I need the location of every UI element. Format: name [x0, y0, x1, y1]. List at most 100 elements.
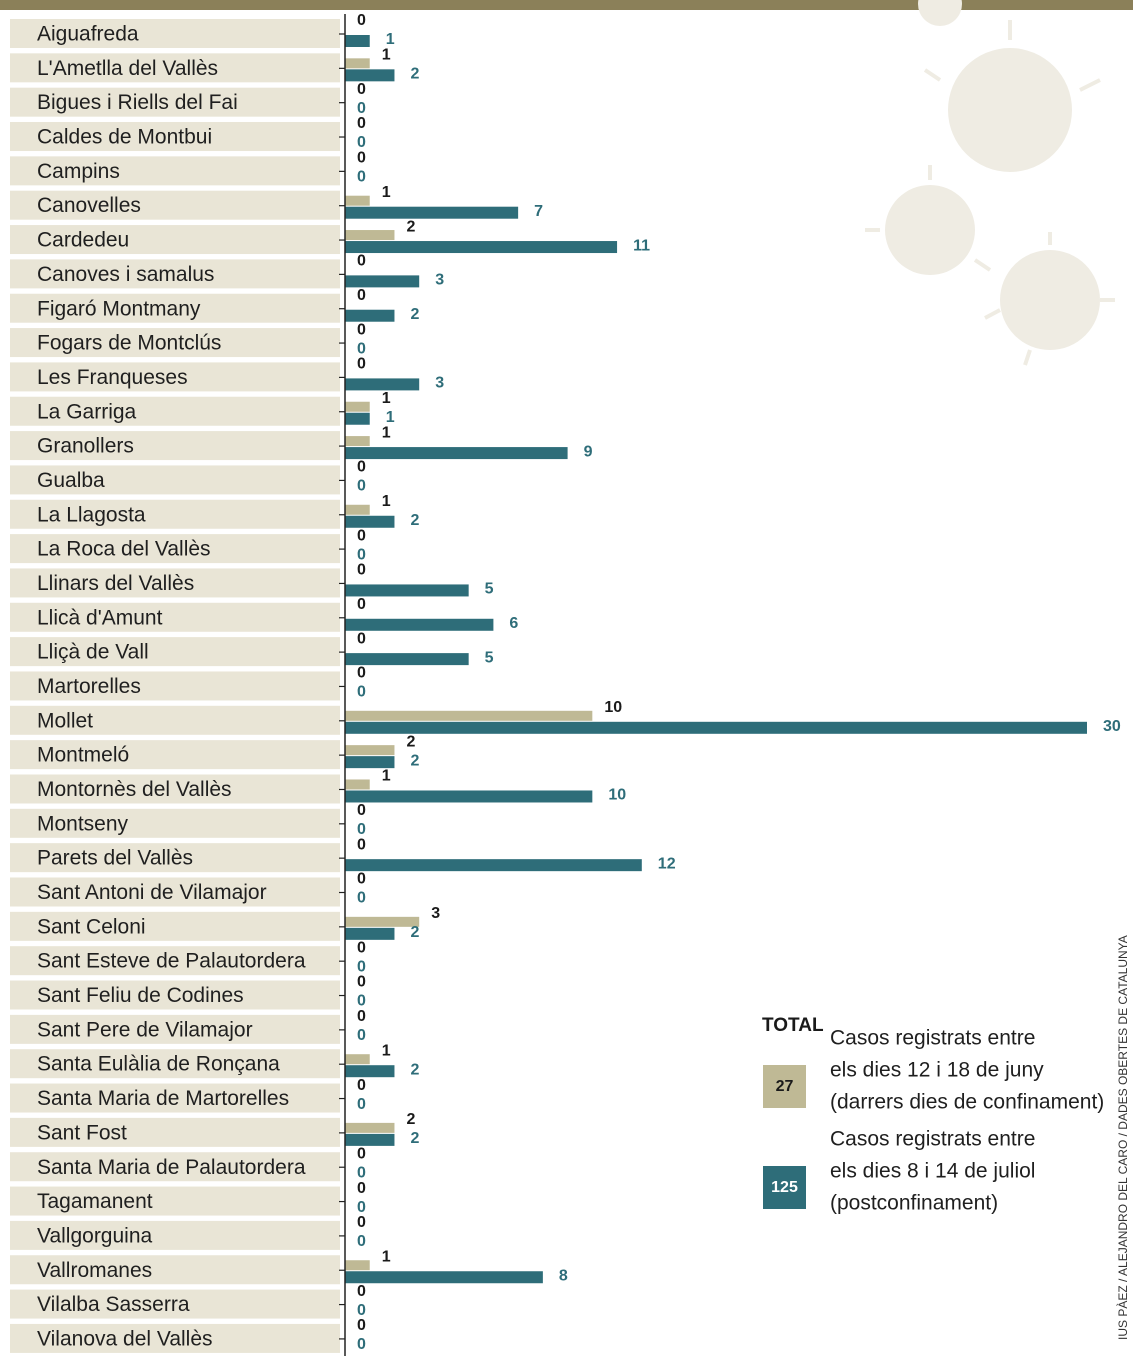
value-label: 0 [357, 287, 366, 304]
bar [345, 378, 419, 390]
category-label: Sant Pere de Vilamajor [37, 1018, 253, 1041]
value-label: 7 [534, 203, 543, 220]
bar [345, 230, 394, 240]
value-label: 0 [357, 802, 366, 819]
category-label: Sant Esteve de Palautordera [37, 950, 306, 973]
bar [345, 917, 419, 927]
value-label: 0 [357, 684, 366, 701]
legend-total: 125 [771, 1179, 798, 1196]
bar [345, 619, 493, 631]
category-label: Llicà d'Amunt [37, 606, 163, 629]
value-label: 10 [604, 699, 622, 716]
value-label: 0 [357, 1233, 366, 1250]
value-label: 0 [357, 836, 366, 853]
category-label: Sant Antoni de Vilamajor [37, 881, 267, 904]
value-label: 0 [357, 527, 366, 544]
category-label: Montseny [37, 812, 129, 835]
bar [345, 653, 469, 665]
category-label: La Llagosta [37, 503, 146, 526]
bar [345, 196, 370, 206]
value-label: 0 [357, 1336, 366, 1353]
legend-total: 27 [776, 1078, 794, 1095]
bar [345, 756, 394, 768]
category-label: La Roca del Vallès [37, 538, 211, 561]
value-label: 10 [608, 787, 626, 804]
bar [345, 275, 419, 287]
bar [345, 859, 642, 871]
bar [345, 505, 370, 515]
value-label: 2 [406, 218, 415, 235]
category-label: Les Franqueses [37, 366, 188, 389]
chart: Aiguafreda01L'Ametlla del Vallès12Bigues… [0, 0, 1133, 1356]
value-label: 0 [357, 1317, 366, 1334]
value-label: 0 [357, 890, 366, 907]
bar [345, 436, 370, 446]
value-label: 0 [357, 562, 366, 579]
value-label: 2 [410, 1130, 419, 1147]
value-label: 1 [382, 47, 391, 64]
value-label: 0 [357, 321, 366, 338]
value-label: 11 [633, 237, 650, 254]
category-label: Vallgorguina [37, 1224, 153, 1247]
category-label: Santa Maria de Martorelles [37, 1087, 289, 1110]
bar [345, 310, 394, 322]
value-label: 3 [435, 375, 444, 392]
value-label: 1 [382, 1248, 391, 1265]
category-label: Montornès del Vallès [37, 778, 232, 801]
value-label: 1 [382, 390, 391, 407]
value-label: 2 [410, 66, 419, 83]
bar [345, 207, 518, 219]
value-label: 8 [559, 1267, 568, 1284]
category-label: Sant Celoni [37, 915, 146, 938]
value-label: 1 [382, 424, 391, 441]
value-label: 2 [410, 306, 419, 323]
category-label: Lliçà de Vall [37, 641, 149, 664]
category-label: Vallromanes [37, 1259, 152, 1282]
value-label: 0 [357, 1096, 366, 1113]
value-label: 0 [357, 596, 366, 613]
value-label: 0 [357, 150, 366, 167]
category-label: Parets del Vallès [37, 847, 193, 870]
category-label: Canoves i samalus [37, 263, 214, 286]
bar [345, 1134, 394, 1146]
category-label: Tagamanent [37, 1190, 153, 1213]
value-label: 2 [406, 1111, 415, 1128]
category-label: Cardedeu [37, 229, 129, 252]
value-label: 1 [382, 1042, 391, 1059]
value-label: 6 [509, 615, 518, 632]
value-label: 0 [357, 1145, 366, 1162]
value-label: 0 [357, 1180, 366, 1197]
value-label: 5 [485, 649, 494, 666]
value-label: 12 [658, 855, 676, 872]
category-label: Sant Fost [37, 1121, 127, 1144]
category-label: Aiguafreda [37, 23, 139, 46]
value-label: 2 [410, 512, 419, 529]
legend-text: els dies 12 i 18 de juny [830, 1059, 1044, 1082]
category-label: Vilalba Sasserra [37, 1293, 190, 1316]
value-label: 2 [410, 1061, 419, 1078]
value-label: 1 [382, 493, 391, 510]
category-label: Santa Maria de Palautordera [37, 1156, 306, 1179]
value-label: 1 [382, 768, 391, 785]
bar [345, 516, 394, 528]
value-label: 0 [357, 253, 366, 270]
source: IUS PÀEZ / ALEJANDRO DEL CARO / DADES OB… [1115, 935, 1130, 1340]
value-label: 0 [357, 1214, 366, 1231]
category-label: Caldes de Montbui [37, 126, 212, 149]
legend-title: TOTAL [762, 1015, 824, 1036]
value-label: 3 [431, 905, 440, 922]
category-label: Campins [37, 160, 120, 183]
bar [345, 402, 370, 412]
value-label: 3 [435, 272, 444, 289]
value-label: 1 [382, 184, 391, 201]
bar [345, 711, 592, 721]
virus-decoration [865, 0, 1115, 365]
category-label: La Garriga [37, 400, 137, 423]
category-label: L'Ametlla del Vallès [37, 57, 218, 80]
value-label: 0 [357, 115, 366, 132]
bar [345, 241, 617, 253]
value-label: 9 [584, 443, 593, 460]
value-label: 0 [357, 974, 366, 991]
bar [345, 1065, 394, 1077]
value-label: 0 [357, 1027, 366, 1044]
